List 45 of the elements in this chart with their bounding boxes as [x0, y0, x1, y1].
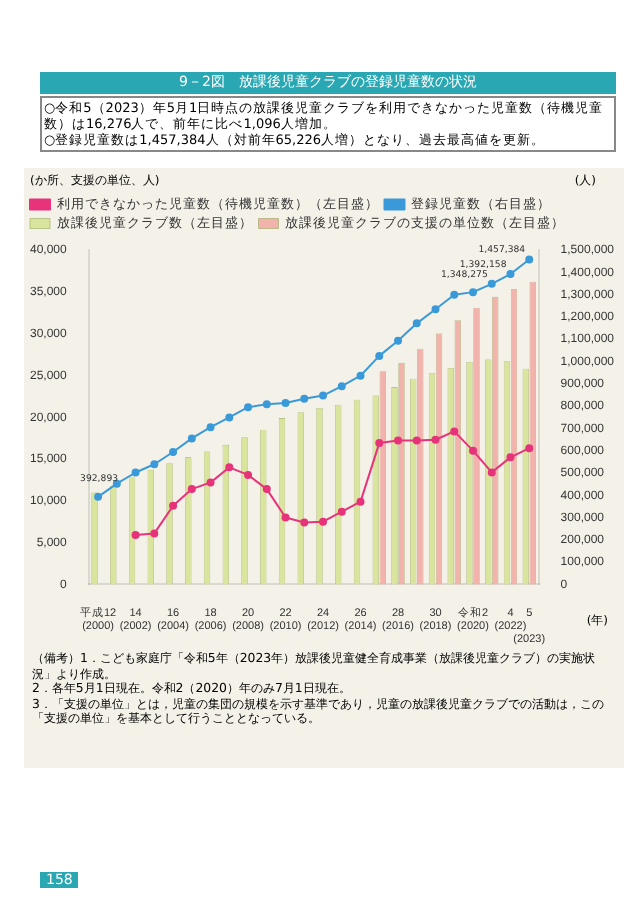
- point: [131, 468, 140, 477]
- point: [300, 394, 309, 403]
- point: [150, 529, 159, 538]
- point: [244, 403, 253, 412]
- point: [281, 513, 290, 522]
- point: [244, 470, 253, 479]
- point: [375, 439, 384, 448]
- point: [506, 270, 515, 279]
- point: [262, 400, 271, 409]
- point: [412, 436, 421, 445]
- point: [356, 497, 365, 506]
- point: [431, 435, 440, 444]
- point: [169, 501, 178, 510]
- point: [131, 531, 140, 540]
- point: [169, 447, 178, 456]
- point: [281, 398, 290, 407]
- point: [450, 427, 459, 436]
- point: [487, 468, 496, 477]
- point: [187, 434, 196, 443]
- point: [337, 382, 346, 391]
- point: [319, 391, 328, 400]
- point: [450, 290, 459, 299]
- point: [337, 507, 346, 516]
- point: [431, 305, 440, 314]
- point: [412, 319, 421, 328]
- point: [94, 492, 103, 501]
- point: [262, 485, 271, 494]
- point: [225, 463, 234, 472]
- point: [225, 413, 234, 422]
- point: [375, 351, 384, 360]
- point: [469, 288, 477, 297]
- point: [150, 460, 159, 469]
- point: [506, 453, 515, 462]
- point: [394, 336, 403, 345]
- point: [356, 371, 365, 380]
- point: [469, 446, 477, 455]
- point: [319, 517, 328, 526]
- point: [394, 436, 403, 445]
- point: [525, 255, 534, 264]
- point: [300, 518, 309, 527]
- point: [487, 279, 496, 288]
- point: [525, 444, 534, 453]
- point: [206, 423, 215, 432]
- point: [187, 485, 196, 494]
- point: [206, 478, 215, 487]
